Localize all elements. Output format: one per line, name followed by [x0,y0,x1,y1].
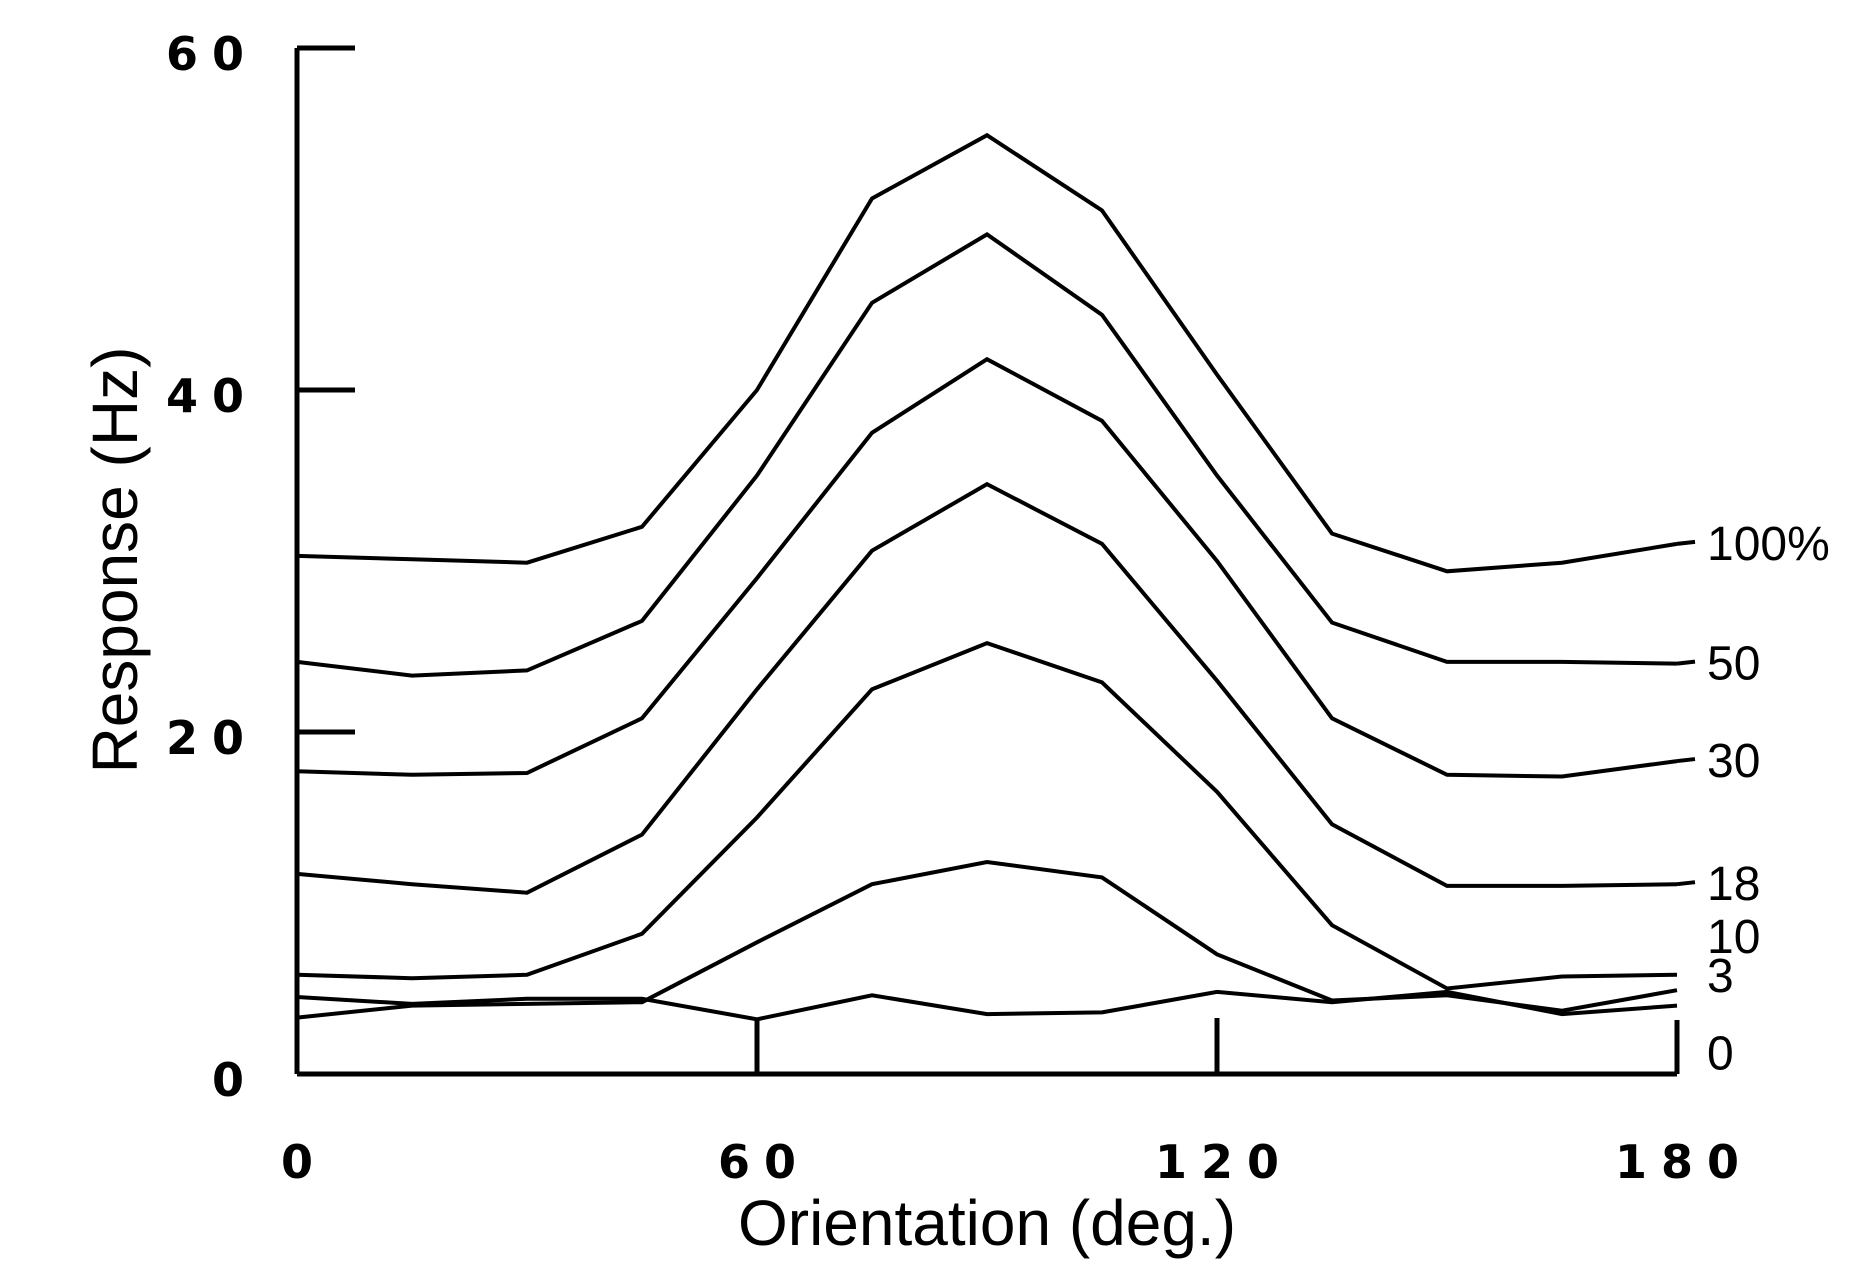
series-label-0: 100% [1707,518,1830,571]
x-axis-title: Orientation (deg.) [738,1187,1236,1259]
x-tick-label: 120 [1155,1135,1293,1189]
series-label-1: 50 [1707,638,1760,691]
series-line-6 [296,989,1678,1022]
series-lines [296,132,1678,1022]
tick-labels: 0 20 40 60 0 60 120 180 [166,27,1753,1189]
series-label-2: 30 [1707,735,1760,788]
y-tick-label: 40 [166,369,258,423]
series-line-2 [296,356,1678,779]
series-leader-1 [1676,659,1696,666]
series-label-6: 0 [1707,1028,1734,1081]
x-tick-label: 60 [718,1135,810,1189]
series-line-3 [296,481,1678,895]
series-leader-2 [1676,757,1696,764]
series-label-5: 3 [1707,950,1734,1003]
series-label-4: 10 [1707,911,1760,964]
series-label-3: 18 [1707,858,1760,911]
y-tick-label: 0 [212,1053,258,1107]
ticks [297,45,1220,1074]
x-tick-label: 0 [281,1135,327,1189]
y-axis-title: Response (Hz) [79,347,151,774]
series-leader-3 [1676,880,1696,887]
series-line-0 [296,132,1678,574]
series-line-1 [296,232,1678,678]
y-tick-label: 60 [166,27,258,81]
series-leader-0 [1676,539,1696,546]
x-tick-label: 180 [1615,1135,1753,1189]
axes [294,48,1680,1077]
series-line-4 [296,640,1678,991]
series-line-5 [296,859,1678,1020]
y-tick-label: 20 [166,711,258,765]
